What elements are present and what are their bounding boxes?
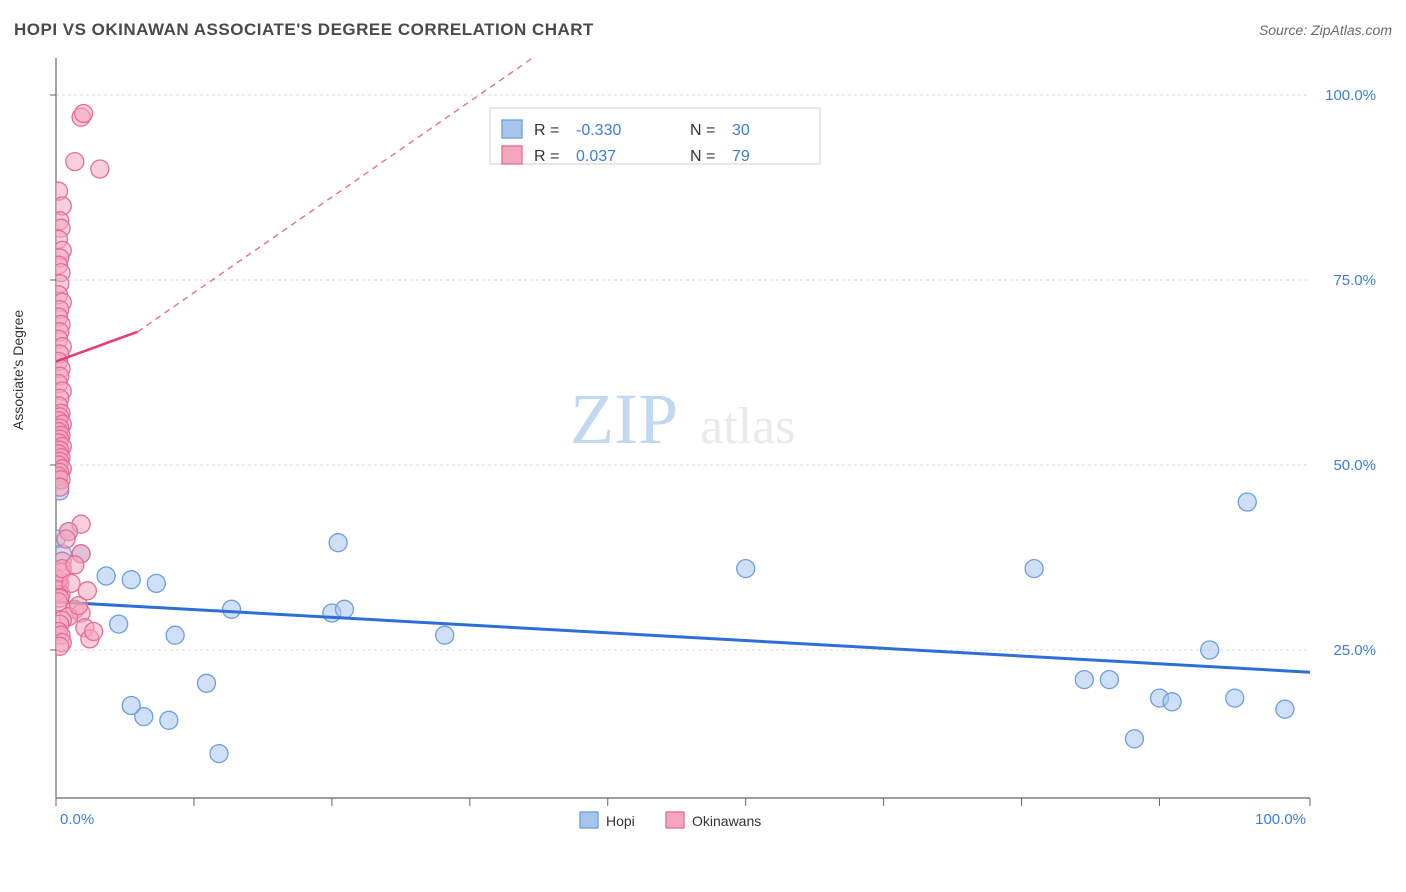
series-okinawans (50, 58, 533, 655)
chart-svg: 0.0% 100.0% 25.0% 50.0% 75.0% 100.0% ZIP atlas R… (50, 50, 1382, 832)
data-point (1025, 560, 1043, 578)
legend-swatch (580, 812, 598, 828)
legend-r-value: -0.330 (576, 122, 621, 139)
data-point (122, 571, 140, 589)
x-tick-label: 0.0% (60, 811, 94, 828)
data-point (335, 600, 353, 618)
legend-swatch (502, 146, 522, 164)
data-point (1100, 671, 1118, 689)
data-point (110, 615, 128, 633)
legend-label: Hopi (606, 813, 635, 829)
data-point (97, 567, 115, 585)
legend-n-label: N = (690, 122, 715, 139)
data-point (85, 623, 103, 641)
data-point (1125, 730, 1143, 748)
data-point (223, 600, 241, 618)
data-point (62, 574, 80, 592)
data-point (122, 697, 140, 715)
data-point (1163, 693, 1181, 711)
data-point (1276, 700, 1294, 718)
data-point (1075, 671, 1093, 689)
data-point (436, 626, 454, 644)
legend-r-label: R = (534, 148, 559, 165)
data-point (57, 530, 75, 548)
legend-label: Okinawans (692, 813, 761, 829)
data-point (166, 626, 184, 644)
y-tick-label: 75.0% (1333, 272, 1376, 289)
data-point (329, 534, 347, 552)
series-hopi (50, 471, 1310, 763)
y-tick-label: 50.0% (1333, 457, 1376, 474)
y-tick-label: 100.0% (1325, 87, 1376, 104)
svg-text:ZIP: ZIP (570, 379, 678, 459)
data-point (147, 574, 165, 592)
legend-r-label: R = (534, 122, 559, 139)
trendline (56, 602, 1310, 672)
legend-swatch (666, 812, 684, 828)
data-point (75, 105, 93, 123)
data-point (160, 711, 178, 729)
chart-title: HOPI VS OKINAWAN ASSOCIATE'S DEGREE CORR… (14, 20, 594, 40)
data-point (210, 745, 228, 763)
data-point (197, 674, 215, 692)
data-point (78, 582, 96, 600)
legend-swatch (502, 120, 522, 138)
scatter-chart: 0.0% 100.0% 25.0% 50.0% 75.0% 100.0% ZIP atlas R… (50, 50, 1382, 832)
legend-n-value: 79 (732, 148, 750, 165)
legend-n-label: N = (690, 148, 715, 165)
data-point (51, 637, 69, 655)
data-point (66, 153, 84, 171)
y-tick-label: 25.0% (1333, 642, 1376, 659)
legend-n-value: 30 (732, 122, 750, 139)
data-point (737, 560, 755, 578)
source-attribution: Source: ZipAtlas.com (1259, 22, 1392, 38)
data-point (91, 160, 109, 178)
x-tick-label: 100.0% (1255, 811, 1306, 828)
data-point (1201, 641, 1219, 659)
data-point (1226, 689, 1244, 707)
trendline-dashed (138, 58, 533, 332)
legend-r-value: 0.037 (576, 148, 616, 165)
data-point (66, 556, 84, 574)
data-point (51, 478, 69, 496)
y-axis-label: Associate's Degree (10, 310, 26, 430)
svg-text:atlas: atlas (700, 398, 795, 455)
watermark: ZIP atlas (570, 379, 795, 459)
data-point (1238, 493, 1256, 511)
